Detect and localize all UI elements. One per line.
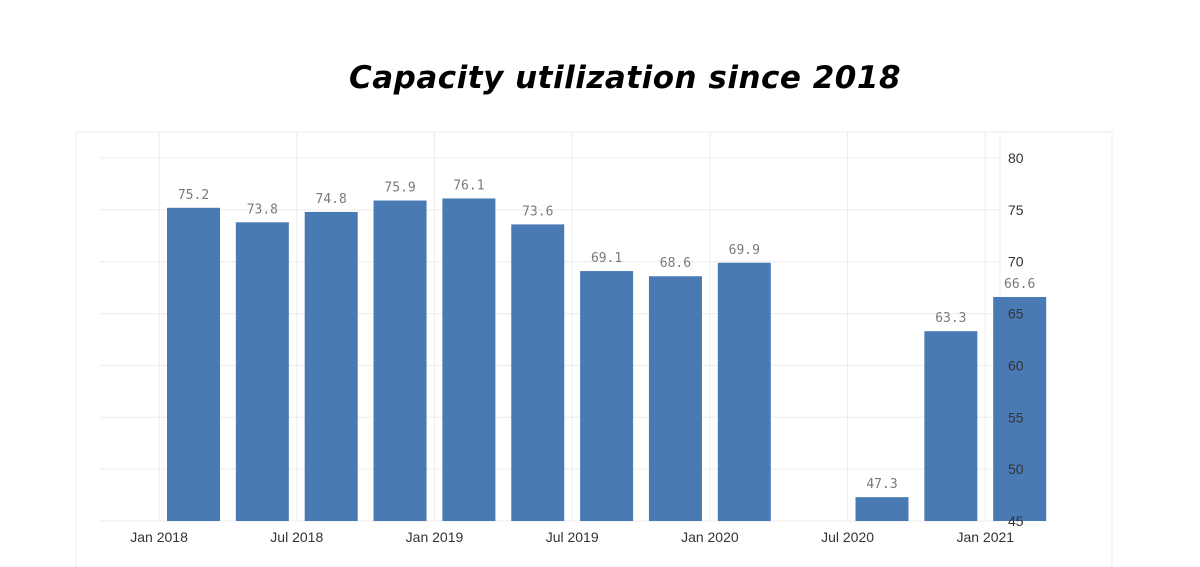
x-tick-label: Jan 2020 bbox=[681, 529, 739, 545]
bar-value-label: 66.6 bbox=[1004, 277, 1035, 292]
x-axis: Jan 2018 Jul 2018 Jan 2019 Jul 2019 Jan 2020… bbox=[130, 529, 1014, 545]
x-tick-label: Jan 2019 bbox=[406, 529, 464, 545]
x-tick-label: Jul 2018 bbox=[270, 529, 323, 545]
bar-apr-2018 bbox=[235, 222, 289, 521]
x-tick-label: Jul 2020 bbox=[821, 529, 874, 545]
bar-value-label: 73.6 bbox=[522, 204, 553, 219]
y-tick-label: 50 bbox=[1008, 461, 1024, 477]
bar-value-label: 47.3 bbox=[866, 477, 897, 492]
bar-jan-2020 bbox=[717, 262, 771, 521]
bar-oct-2019 bbox=[648, 276, 702, 521]
y-tick-label: 65 bbox=[1008, 306, 1024, 322]
bar-apr-2019 bbox=[511, 224, 565, 521]
bar-jan-2018 bbox=[167, 207, 220, 522]
bar-value-label: 69.1 bbox=[591, 251, 622, 266]
chart-title: Capacity utilization since 2018 bbox=[348, 60, 902, 96]
bar-value-label: 68.6 bbox=[660, 256, 691, 271]
plot-frame bbox=[75, 131, 1113, 567]
bar-jul-2018 bbox=[304, 211, 358, 521]
bar-value-label: 73.8 bbox=[247, 202, 278, 217]
y-tick-label: 80 bbox=[1008, 150, 1024, 166]
y-tick-label: 75 bbox=[1008, 202, 1024, 218]
bar-value-label: 63.3 bbox=[935, 311, 966, 326]
bar-value-label: 69.9 bbox=[729, 243, 760, 258]
bars bbox=[167, 198, 1047, 522]
bar-value-label: 75.9 bbox=[384, 181, 415, 196]
bar-oct-2018 bbox=[373, 200, 427, 521]
bar-value-label: 74.8 bbox=[316, 192, 347, 207]
y-tick-label: 60 bbox=[1008, 357, 1024, 373]
x-tick-label: Jan 2021 bbox=[956, 529, 1014, 545]
bar-jul-2019 bbox=[580, 271, 634, 521]
bar-jul-2020 bbox=[855, 497, 909, 521]
bar-jan-2021 bbox=[993, 296, 1047, 521]
y-tick-label: 55 bbox=[1008, 409, 1024, 425]
x-tick-label: Jan 2018 bbox=[130, 529, 188, 545]
data-labels: 75.2 73.8 74.8 75.9 76.1 73.6 69.1 68.6 69.9 47.3… bbox=[178, 178, 1036, 492]
bar-value-label: 75.2 bbox=[178, 188, 209, 203]
y-tick-label: 45 bbox=[1008, 513, 1024, 529]
bar-oct-2020 bbox=[924, 331, 978, 521]
y-tick-label: 70 bbox=[1008, 254, 1024, 270]
y-axis: 80 75 70 65 60 55 50 45 bbox=[1008, 150, 1024, 529]
x-tick-label: Jul 2019 bbox=[546, 529, 599, 545]
bar-value-label: 76.1 bbox=[453, 178, 484, 193]
bar-jan-2019 bbox=[442, 198, 496, 521]
